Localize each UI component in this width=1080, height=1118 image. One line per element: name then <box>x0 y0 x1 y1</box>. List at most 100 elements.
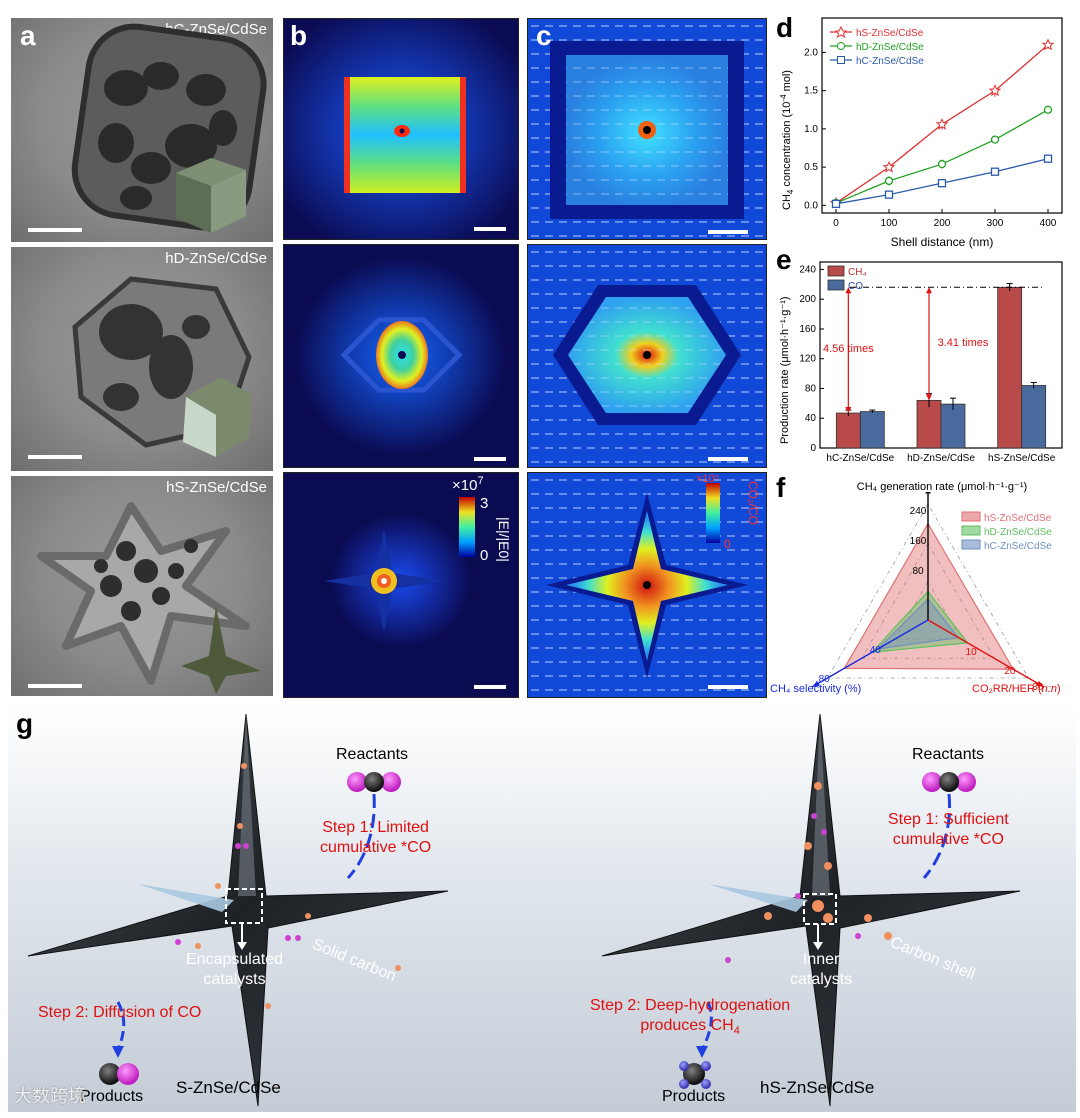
data-point <box>1043 154 1053 163</box>
cube-model-icon <box>176 158 246 233</box>
hollow-cube-particle <box>71 23 267 233</box>
legend-marker <box>834 25 848 39</box>
legend-swatch <box>961 511 981 522</box>
co2-molecule-right <box>922 772 976 792</box>
ch4-molecule-right <box>679 1061 711 1089</box>
y-axis-label: CH4 concentration (10-4 mol) <box>779 70 795 210</box>
scale-bar <box>28 455 82 459</box>
arrow-head <box>926 287 932 294</box>
legend-marker <box>837 56 845 64</box>
vector-sim-hs: ×10⁵ 0 CO₂/CO <box>527 472 767 698</box>
bar <box>997 286 1023 449</box>
colorbar-label: |E|/|E0| <box>496 517 512 562</box>
scale-bar <box>474 457 506 461</box>
hollow-star-particle <box>37 502 261 694</box>
arrow-head <box>845 407 852 414</box>
tem-image-hs: hS-ZnSe/CdSe <box>11 476 273 696</box>
tem-image-hd: hD-ZnSe/CdSe <box>11 247 273 471</box>
step2-label-right: Step 2: Deep-hydrogenation produces CH4 <box>590 996 790 1041</box>
x-tick-label: hD-ZnSe/CdSe <box>907 453 975 464</box>
axis-arrow <box>811 680 820 687</box>
y-tick-label: 0.0 <box>804 200 818 211</box>
colorbar-min-c: 0 <box>724 537 731 551</box>
radar-axis <box>927 619 1045 688</box>
data-point <box>1043 105 1053 114</box>
radar-tick-label: 10 <box>966 647 978 658</box>
axis-label-selectivity: CH₄ selectivity (%) <box>770 683 861 695</box>
data-point <box>937 179 947 188</box>
bar <box>835 412 861 449</box>
ratio-annotation: 4.56 times <box>823 343 874 355</box>
x-tick-label: 0 <box>833 218 839 229</box>
scale-bar <box>474 685 506 689</box>
legend-label: CO <box>848 281 863 292</box>
panel-g: g Reactants Step 1: Limited cumulative *… <box>8 706 1076 1112</box>
legend-label: hC-ZnSe/CdSe <box>984 541 1052 552</box>
y-tick-label: 200 <box>799 294 816 305</box>
efield-sim-hc <box>283 18 519 240</box>
legend-swatch <box>961 539 981 550</box>
x-axis-label: CH₄ generation rate (μmol·h⁻¹·g⁻¹) <box>857 481 1027 493</box>
tem-image-hc: hC-ZnSe/CdSe <box>11 18 273 242</box>
data-point <box>884 176 894 186</box>
star-left <box>27 713 449 1107</box>
legend-label: hC-ZnSe/CdSe <box>856 56 924 67</box>
encapsulated-label: Encapsulated catalysts <box>186 951 283 988</box>
radar-axis <box>811 619 929 688</box>
step2-label-left: Step 2: Diffusion of CO <box>38 1004 202 1021</box>
structure-name-right: hS-ZnSe/CdSe <box>760 1078 875 1097</box>
y-tick-label: 40 <box>805 413 817 424</box>
x-tick-label: 300 <box>987 218 1004 229</box>
step1-label-right: Step 1: Sufficient cumulative *CO <box>888 811 1009 848</box>
colorbar-min: 0 <box>480 547 489 564</box>
x-tick-label: 200 <box>934 218 951 229</box>
data-point <box>937 159 947 169</box>
watermark: 大数跨境 <box>14 1086 86 1106</box>
scale-bar <box>708 230 748 234</box>
x-axis-label: Shell distance (nm) <box>891 235 994 249</box>
y-tick-label: 120 <box>799 354 816 365</box>
panel-label-f: f <box>776 472 786 503</box>
legend-marker <box>837 42 845 50</box>
hollow-dodecahedron-particle <box>72 276 252 457</box>
axis-label-co2rr: CO₂RR/HER (n:n) <box>972 683 1061 695</box>
scale-bar <box>474 227 506 231</box>
data-point <box>935 118 949 130</box>
reactants-label-left: Reactants <box>336 746 409 763</box>
y-axis-label: Production rate (μmol·h⁻¹·g⁻¹) <box>779 296 791 444</box>
bar <box>940 403 966 449</box>
axis-arrow <box>1036 680 1045 687</box>
arrow-head <box>926 394 932 401</box>
colorbar-exp-power: 7 <box>477 475 484 487</box>
chart-f: 240 160 80 80 40 30 20 10 hS-ZnSe/CdSe hD-ZnSe/C… <box>770 492 1061 695</box>
radar-tick-label: 40 <box>870 645 882 656</box>
radar-grid <box>894 580 962 640</box>
legend-label: hD-ZnSe/CdSe <box>984 527 1052 538</box>
panel-label-a: a <box>20 20 36 51</box>
data-point <box>990 167 1000 176</box>
y-tick-label: 0 <box>810 443 816 454</box>
efield-sim-hs: ×107 3 0 |E|/|E0| <box>283 472 519 698</box>
ratio-annotation: 3.41 times <box>938 337 989 349</box>
star-right <box>601 713 1021 1107</box>
legend-label: CH₄ <box>848 267 867 278</box>
tem-label-hs: hS-ZnSe/CdSe <box>166 479 267 496</box>
y-tick-label: 2.0 <box>804 47 818 58</box>
legend-swatch <box>827 279 845 291</box>
step2-line2: produces CH4 <box>640 1017 740 1038</box>
colorbar <box>706 483 720 543</box>
data-point <box>884 190 894 199</box>
y-tick-label: 240 <box>799 264 816 275</box>
star-model-icon <box>181 606 261 694</box>
legend-label: hS-ZnSe/CdSe <box>856 28 924 39</box>
y-tick-label: 1.0 <box>804 124 818 135</box>
scale-bar <box>28 228 82 232</box>
y-tick-label: 1.5 <box>804 86 818 97</box>
arrow-head <box>845 287 852 294</box>
x-tick-label: 100 <box>881 218 898 229</box>
radar-series <box>876 598 960 650</box>
bar <box>859 411 885 449</box>
structure-name-left: S-ZnSe/CdSe <box>176 1078 281 1097</box>
y-tick-label: 0.5 <box>804 162 818 173</box>
panel-label-e: e <box>776 244 792 275</box>
